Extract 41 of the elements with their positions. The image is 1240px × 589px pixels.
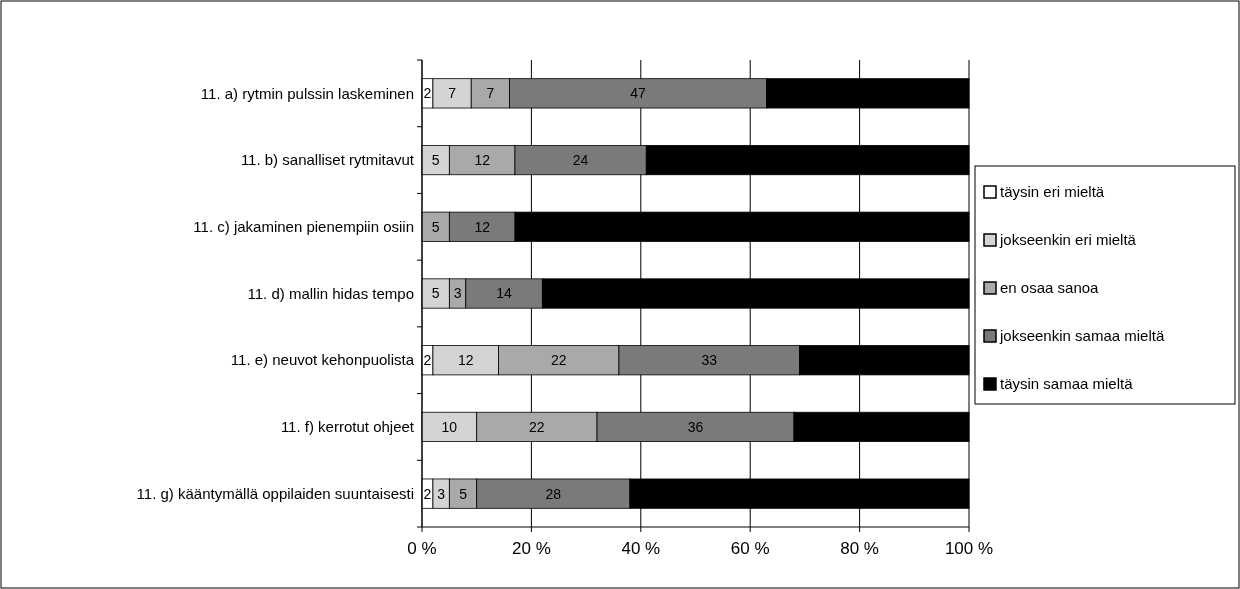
- x-tick-label: 80 %: [840, 539, 879, 558]
- legend-label: täysin eri mieltä: [1000, 183, 1105, 201]
- data-label: 14: [496, 285, 513, 302]
- legend-label: täysin samaa mieltä: [1000, 375, 1134, 393]
- x-tick-label: 60 %: [730, 539, 770, 558]
- data-label: 5: [431, 218, 440, 235]
- data-label: 5: [431, 285, 440, 302]
- x-tick-label: 0 %: [407, 539, 437, 558]
- data-label: 3: [453, 285, 462, 302]
- data-label: 10: [441, 418, 458, 435]
- x-tick-label: 40 %: [621, 539, 661, 558]
- data-label: 5: [431, 151, 440, 168]
- y-tick-label: 11. f) kerrotut ohjeet: [280, 418, 415, 436]
- y-tick-label: 11. d) mallin hidas tempo: [247, 284, 414, 302]
- y-tick-label: 11. e) neuvot kehonpuolista: [230, 351, 415, 369]
- data-label: 5: [459, 485, 468, 502]
- y-tick-label: 11. c) jakaminen pienempiin osiin: [193, 218, 414, 236]
- data-label: 7: [448, 85, 457, 102]
- x-tick-label: 20 %: [512, 539, 551, 558]
- data-label: 28: [545, 485, 562, 502]
- data-label: 36: [687, 418, 704, 435]
- data-label: 47: [630, 85, 647, 102]
- data-label: 2: [423, 485, 432, 502]
- data-label: 12: [474, 218, 491, 235]
- y-tick-label: 11. b) sanalliset rytmitavut: [240, 151, 415, 169]
- y-tick-label: 11. a) rytmin pulssin laskeminen: [200, 84, 414, 102]
- legend-label: jokseenkin eri mieltä: [999, 231, 1137, 249]
- data-label: 2: [423, 85, 432, 102]
- data-label: 22: [529, 418, 545, 435]
- data-label: 12: [457, 352, 474, 369]
- data-label: 22: [550, 352, 567, 369]
- legend-label: en osaa sanoa: [1000, 279, 1100, 297]
- data-label: 12: [474, 151, 491, 168]
- data-label: 3: [437, 485, 446, 502]
- x-tick-label: 100 %: [944, 539, 994, 558]
- data-label: 33: [701, 352, 718, 369]
- y-tick-label: 11. g) kääntymällä oppilaiden suuntaisesti: [136, 484, 414, 502]
- data-label: 7: [486, 85, 495, 102]
- data-label: 24: [572, 151, 589, 168]
- data-label: 2: [423, 352, 432, 369]
- legend-label: jokseenkin samaa mieltä: [999, 327, 1165, 345]
